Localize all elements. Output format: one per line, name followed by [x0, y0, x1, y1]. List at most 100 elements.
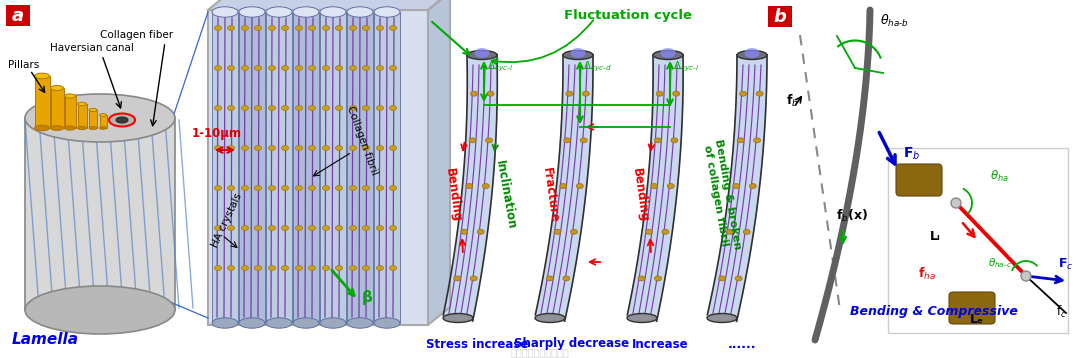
Ellipse shape — [559, 184, 567, 189]
Ellipse shape — [255, 266, 261, 271]
Ellipse shape — [309, 266, 315, 271]
Ellipse shape — [627, 314, 657, 323]
Ellipse shape — [309, 66, 315, 71]
Text: ......: ...... — [728, 338, 756, 350]
Ellipse shape — [336, 66, 342, 71]
Ellipse shape — [653, 50, 683, 59]
Ellipse shape — [638, 276, 645, 281]
Circle shape — [1021, 271, 1031, 281]
FancyBboxPatch shape — [293, 12, 319, 323]
Ellipse shape — [255, 226, 261, 231]
Ellipse shape — [323, 66, 329, 71]
Ellipse shape — [471, 91, 477, 96]
Ellipse shape — [733, 184, 740, 189]
Ellipse shape — [470, 276, 477, 281]
Ellipse shape — [727, 229, 733, 234]
Ellipse shape — [293, 7, 319, 17]
Ellipse shape — [737, 138, 744, 143]
FancyBboxPatch shape — [208, 10, 428, 325]
Ellipse shape — [377, 266, 383, 271]
Ellipse shape — [350, 185, 356, 190]
Ellipse shape — [570, 48, 585, 58]
FancyBboxPatch shape — [266, 12, 292, 323]
Ellipse shape — [296, 25, 302, 30]
Ellipse shape — [350, 106, 356, 111]
Ellipse shape — [350, 266, 356, 271]
Ellipse shape — [35, 73, 50, 79]
Ellipse shape — [336, 145, 342, 150]
FancyBboxPatch shape — [888, 148, 1068, 333]
Ellipse shape — [239, 318, 265, 328]
Ellipse shape — [282, 66, 288, 71]
Ellipse shape — [374, 318, 400, 328]
Ellipse shape — [215, 66, 221, 71]
Ellipse shape — [487, 91, 494, 96]
Ellipse shape — [296, 266, 302, 271]
Ellipse shape — [255, 106, 261, 111]
Ellipse shape — [269, 25, 275, 30]
Ellipse shape — [374, 7, 400, 17]
Ellipse shape — [269, 266, 275, 271]
Ellipse shape — [269, 185, 275, 190]
Ellipse shape — [363, 106, 369, 111]
Text: Inclination: Inclination — [492, 159, 517, 231]
Ellipse shape — [350, 66, 356, 71]
Ellipse shape — [377, 185, 383, 190]
Polygon shape — [536, 55, 593, 321]
Ellipse shape — [255, 145, 261, 150]
Ellipse shape — [242, 66, 248, 71]
Ellipse shape — [390, 66, 396, 71]
Ellipse shape — [215, 185, 221, 190]
Text: Fluctuation cycle: Fluctuation cycle — [564, 9, 692, 21]
Ellipse shape — [363, 66, 369, 71]
Ellipse shape — [654, 138, 661, 143]
Ellipse shape — [350, 145, 356, 150]
Ellipse shape — [99, 114, 107, 116]
Ellipse shape — [116, 117, 129, 123]
Text: $\Delta_{cyc\text{-}d}$: $\Delta_{cyc\text{-}d}$ — [583, 60, 611, 74]
Text: $\theta_{ha\text{-}b}$: $\theta_{ha\text{-}b}$ — [880, 13, 909, 29]
Ellipse shape — [65, 126, 76, 130]
Ellipse shape — [323, 185, 329, 190]
Ellipse shape — [309, 106, 315, 111]
Ellipse shape — [347, 318, 373, 328]
Text: f$_b$: f$_b$ — [786, 93, 799, 109]
Ellipse shape — [735, 276, 742, 281]
Ellipse shape — [671, 138, 678, 143]
Ellipse shape — [662, 229, 669, 234]
Ellipse shape — [566, 91, 572, 96]
Ellipse shape — [323, 226, 329, 231]
Polygon shape — [707, 55, 767, 321]
Ellipse shape — [336, 25, 342, 30]
Ellipse shape — [363, 266, 369, 271]
Ellipse shape — [377, 106, 383, 111]
Ellipse shape — [215, 266, 221, 271]
Ellipse shape — [390, 106, 396, 111]
Ellipse shape — [740, 91, 746, 96]
Ellipse shape — [743, 229, 751, 234]
Ellipse shape — [255, 66, 261, 71]
FancyBboxPatch shape — [212, 12, 238, 323]
Ellipse shape — [255, 25, 261, 30]
Ellipse shape — [228, 145, 234, 150]
Ellipse shape — [293, 318, 319, 328]
Ellipse shape — [239, 7, 265, 17]
Ellipse shape — [309, 25, 315, 30]
Ellipse shape — [564, 138, 570, 143]
Ellipse shape — [99, 127, 107, 129]
Ellipse shape — [651, 184, 658, 189]
Ellipse shape — [363, 25, 369, 30]
Ellipse shape — [646, 229, 652, 234]
Ellipse shape — [467, 50, 497, 59]
Ellipse shape — [215, 106, 221, 111]
Ellipse shape — [577, 184, 583, 189]
Ellipse shape — [390, 266, 396, 271]
Ellipse shape — [377, 145, 383, 150]
Ellipse shape — [25, 94, 175, 142]
Ellipse shape — [563, 276, 570, 281]
Ellipse shape — [309, 226, 315, 231]
FancyBboxPatch shape — [949, 292, 995, 324]
Ellipse shape — [580, 138, 588, 143]
Text: Stress increase: Stress increase — [426, 338, 528, 350]
FancyBboxPatch shape — [6, 5, 30, 26]
